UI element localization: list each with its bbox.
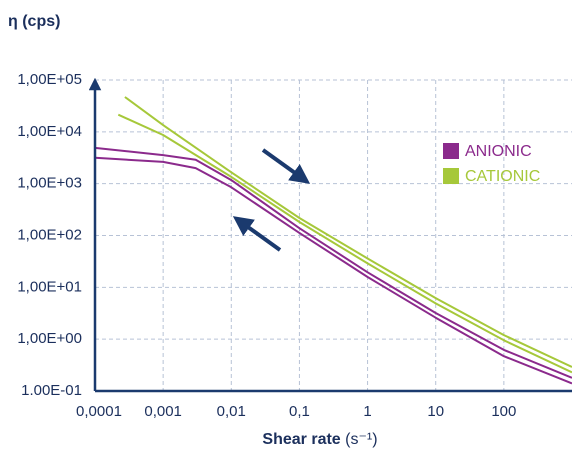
- legend-label: ANIONIC: [465, 143, 532, 160]
- arrow-up-sweep: [261, 148, 311, 184]
- legend-swatch: [443, 168, 459, 184]
- x-tick-label: 10: [427, 403, 444, 420]
- x-tick-label: 0,001: [144, 403, 182, 420]
- legend-swatch: [443, 143, 459, 159]
- lines: [94, 96, 572, 385]
- y-tick-label: 1,00E+04: [17, 123, 82, 140]
- x-axis-unit: (s⁻¹): [345, 431, 377, 448]
- y-tick-label: 1,00E+01: [17, 278, 82, 295]
- series-line: [94, 146, 572, 379]
- x-tick-label: 0,0001: [76, 403, 122, 420]
- x-tick-label: 100: [491, 403, 516, 420]
- series-line: [117, 113, 572, 374]
- legend: ANIONIC CATIONIC: [443, 143, 540, 185]
- legend-label: CATIONIC: [465, 168, 540, 185]
- y-tick-label: 1.00E-01: [21, 382, 82, 399]
- y-tick-label: 1,00E+05: [17, 71, 82, 88]
- y-tick-label: 1,00E+02: [17, 226, 82, 243]
- x-tick-label: 0,1: [289, 403, 310, 420]
- series-line: [124, 96, 572, 368]
- y-tick-label: 1,00E+03: [17, 175, 82, 192]
- x-tick-label: 0,01: [217, 403, 246, 420]
- arrow-down-sweep: [232, 216, 282, 252]
- series-line: [94, 156, 572, 385]
- x-tick-label: 1: [363, 403, 371, 420]
- x-axis-label: Shear rate (s⁻¹): [262, 431, 377, 448]
- x-axis-title: Shear rate: [262, 431, 340, 448]
- y-tick-label: 1,00E+00: [17, 330, 82, 347]
- y-axis-label: η (cps): [8, 13, 60, 30]
